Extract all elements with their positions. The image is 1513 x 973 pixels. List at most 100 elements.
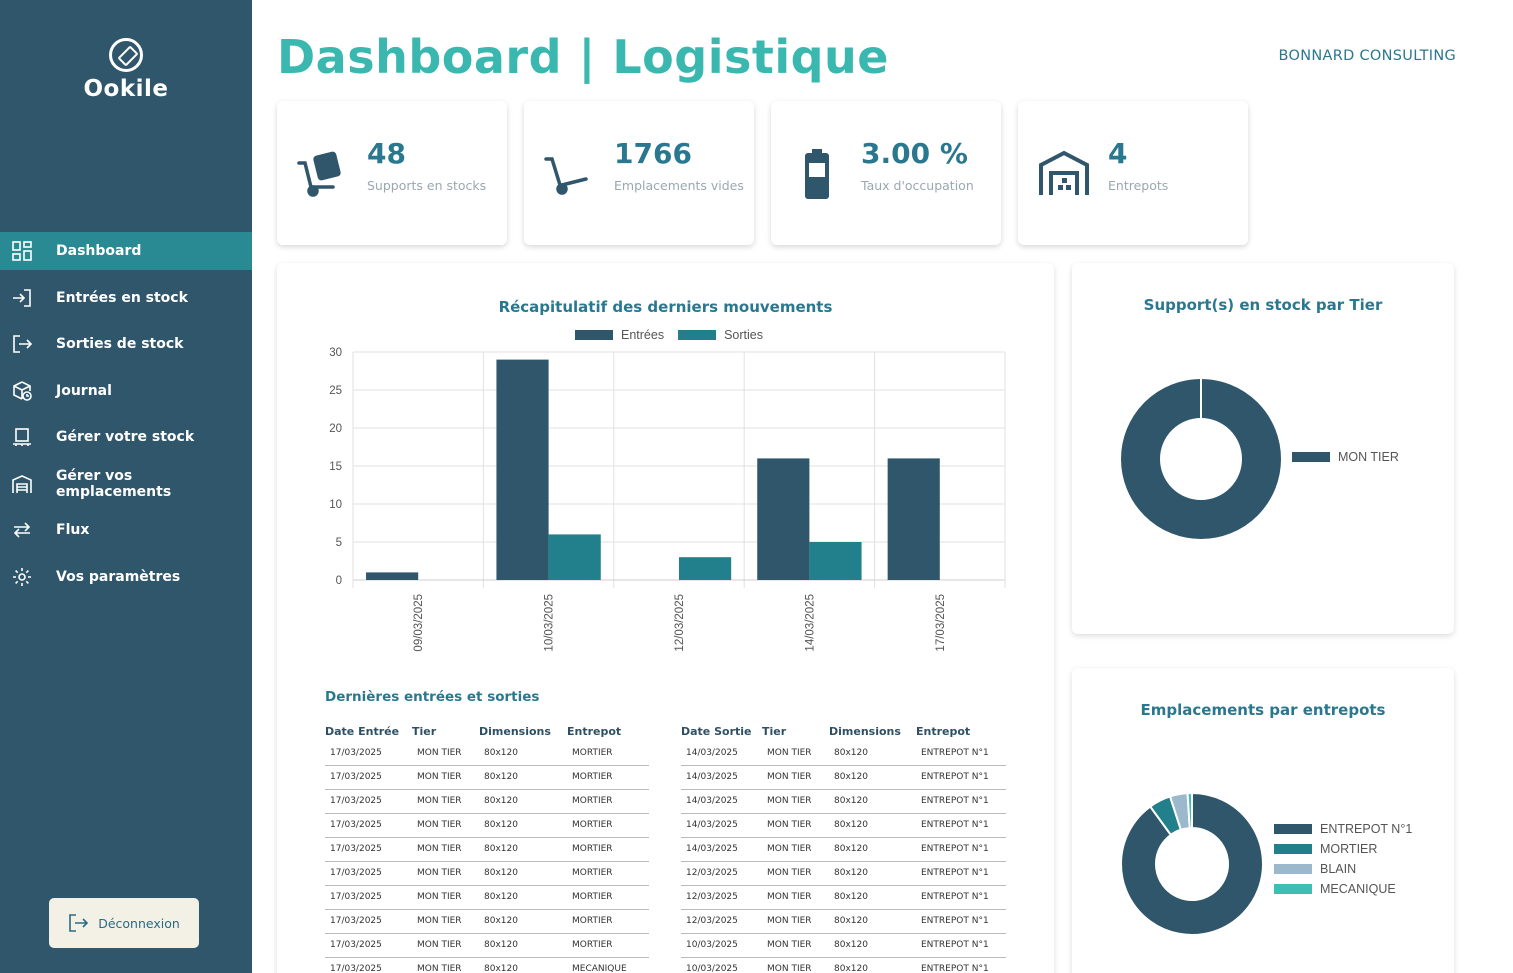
table-cell: 80x120 (829, 861, 916, 886)
table-cell: 80x120 (829, 957, 916, 973)
donut-slice-mecanique[interactable] (1186, 793, 1193, 830)
kpi-label: Taux d'occupation (861, 178, 974, 193)
legend-item[interactable]: BLAIN (1274, 862, 1412, 876)
chart-legend: Entrées Sorties (575, 328, 763, 342)
kpi-value: 3.00 % (861, 137, 968, 170)
legend-swatch-entrees (575, 330, 613, 340)
table-cell: MORTIER (567, 909, 649, 934)
app-logo[interactable]: Ookile (0, 38, 252, 102)
table-row[interactable]: 14/03/2025 MON TIER 80x120 ENTREPOT N°1 (681, 813, 1006, 838)
table-cell: 80x120 (479, 741, 567, 766)
table-row[interactable]: 17/03/2025 MON TIER 80x120 MORTIER (325, 909, 649, 934)
kpi-card-occupation: 3.00 % Taux d'occupation (771, 101, 1001, 245)
table-cell: MORTIER (567, 765, 649, 790)
legend-swatch (1274, 844, 1312, 854)
table-cell: MON TIER (412, 861, 479, 886)
logout-button[interactable]: Déconnexion (49, 898, 199, 948)
table-cell: 80x120 (829, 933, 916, 958)
table-cell: MON TIER (412, 765, 479, 790)
sidebar-item-gerer-emplacements[interactable]: Gérer vos emplacements (0, 465, 252, 503)
table-row[interactable]: 17/03/2025 MON TIER 80x120 MORTIER (325, 813, 649, 838)
table-row[interactable]: 10/03/2025 MON TIER 80x120 ENTREPOT N°1 (681, 933, 1006, 958)
table-row[interactable]: 14/03/2025 MON TIER 80x120 ENTREPOT N°1 (681, 741, 1006, 766)
table-cell: MORTIER (567, 933, 649, 958)
warehouse-panel: Emplacements par entrepots (1072, 668, 1454, 973)
table-cell: MON TIER (412, 789, 479, 814)
sidebar-item-label: Sorties de stock (56, 336, 184, 352)
y-tick-label: 25 (329, 385, 342, 397)
table-row[interactable]: 17/03/2025 MON TIER 80x120 MORTIER (325, 933, 649, 958)
legend-swatch (1274, 884, 1312, 894)
bar-entrees[interactable] (496, 359, 549, 580)
warehouse-donut-chart (1121, 793, 1263, 935)
legend-label: MECANIQUE (1320, 882, 1396, 896)
logout-label: Déconnexion (98, 915, 180, 931)
sidebar-item-gerer-stock[interactable]: Gérer votre stock (0, 418, 252, 456)
sidebar-item-label: Entrées en stock (56, 289, 188, 306)
bar-entrees[interactable] (757, 458, 810, 580)
legend-item[interactable]: MORTIER (1274, 842, 1412, 856)
table-row[interactable]: 17/03/2025 MON TIER 80x120 MORTIER (325, 861, 649, 886)
column-header: Date Sortie (681, 724, 752, 738)
table-cell: 17/03/2025 (325, 861, 412, 886)
table-row[interactable]: 12/03/2025 MON TIER 80x120 ENTREPOT N°1 (681, 885, 1006, 910)
column-header: Date Entrée (325, 724, 400, 738)
bar-sorties[interactable] (679, 557, 732, 580)
table-row[interactable]: 10/03/2025 MON TIER 80x120 ENTREPOT N°1 (681, 957, 1006, 973)
table-cell: MON TIER (412, 741, 479, 766)
battery-icon (805, 149, 829, 199)
donut-slice-entrepot-n-1[interactable] (1121, 793, 1263, 935)
hand-truck-empty-icon (544, 157, 588, 195)
legend-item[interactable]: MON TIER (1292, 450, 1399, 464)
tier-chart-title: Support(s) en stock par Tier (1143, 296, 1383, 314)
table-row[interactable]: 17/03/2025 MON TIER 80x120 MORTIER (325, 885, 649, 910)
sidebar-item-label: Gérer vos emplacements (55, 467, 172, 500)
table-cell: 80x120 (829, 741, 916, 766)
table-cell: ENTREPOT N°1 (916, 933, 1006, 958)
table-row[interactable]: 12/03/2025 MON TIER 80x120 ENTREPOT N°1 (681, 861, 1006, 886)
sidebar-item-parametres[interactable]: Vos paramètres (0, 558, 252, 596)
kpi-card-entrepots: 4 Entrepots (1018, 101, 1248, 245)
legend-item[interactable]: ENTREPOT N°1 (1274, 822, 1412, 836)
table-cell: ENTREPOT N°1 (916, 885, 1006, 910)
legend-label: MON TIER (1338, 450, 1399, 464)
logout-arrow-icon (0, 334, 56, 354)
kpi-label: Emplacements vides (614, 178, 744, 193)
table-cell: 80x120 (829, 837, 916, 862)
table-cell: MON TIER (412, 957, 479, 973)
sidebar-item-journal[interactable]: Journal (0, 372, 252, 410)
y-tick-label: 5 (336, 537, 342, 549)
sidebar-item-flux[interactable]: Flux (0, 511, 252, 549)
bar-sorties[interactable] (548, 534, 601, 580)
bar-entrees[interactable] (887, 458, 940, 580)
table-row[interactable]: 14/03/2025 MON TIER 80x120 ENTREPOT N°1 (681, 789, 1006, 814)
sidebar-item-dashboard[interactable]: Dashboard (0, 232, 252, 270)
sidebar-item-sorties[interactable]: Sorties de stock (0, 325, 252, 363)
table-cell: MON TIER (412, 837, 479, 862)
table-row[interactable]: 17/03/2025 MON TIER 80x120 MORTIER (325, 789, 649, 814)
column-header: Tier (412, 724, 437, 738)
bar-entrees[interactable] (366, 572, 419, 580)
table-row[interactable]: 17/03/2025 MON TIER 80x120 MECANIQUE (325, 957, 649, 973)
y-tick-label: 10 (329, 499, 342, 511)
column-header: Entrepot (916, 724, 971, 738)
sidebar-item-label: Vos paramètres (56, 568, 181, 585)
bar-sorties[interactable] (809, 542, 862, 580)
sidebar-item-entrees[interactable]: Entrées en stock (0, 279, 252, 317)
sidebar-item-label: Gérer votre stock (56, 429, 195, 445)
table-row[interactable]: 17/03/2025 MON TIER 80x120 MORTIER (325, 837, 649, 862)
tier-legend: MON TIER (1292, 450, 1399, 472)
hand-truck-box-icon (297, 151, 341, 197)
table-cell: MON TIER (762, 789, 829, 814)
table-row[interactable]: 17/03/2025 MON TIER 80x120 MORTIER (325, 765, 649, 790)
table-row[interactable]: 14/03/2025 MON TIER 80x120 ENTREPOT N°1 (681, 837, 1006, 862)
table-row[interactable]: 14/03/2025 MON TIER 80x120 ENTREPOT N°1 (681, 765, 1006, 790)
table-row[interactable]: 17/03/2025 MON TIER 80x120 MORTIER (325, 741, 649, 766)
table-cell: ENTREPOT N°1 (916, 957, 1006, 973)
table-cell: 80x120 (479, 813, 567, 838)
legend-item[interactable]: MECANIQUE (1274, 882, 1412, 896)
table-row[interactable]: 12/03/2025 MON TIER 80x120 ENTREPOT N°1 (681, 909, 1006, 934)
table-cell: ENTREPOT N°1 (916, 765, 1006, 790)
table-cell: 17/03/2025 (325, 957, 412, 973)
gear-icon (0, 567, 56, 587)
